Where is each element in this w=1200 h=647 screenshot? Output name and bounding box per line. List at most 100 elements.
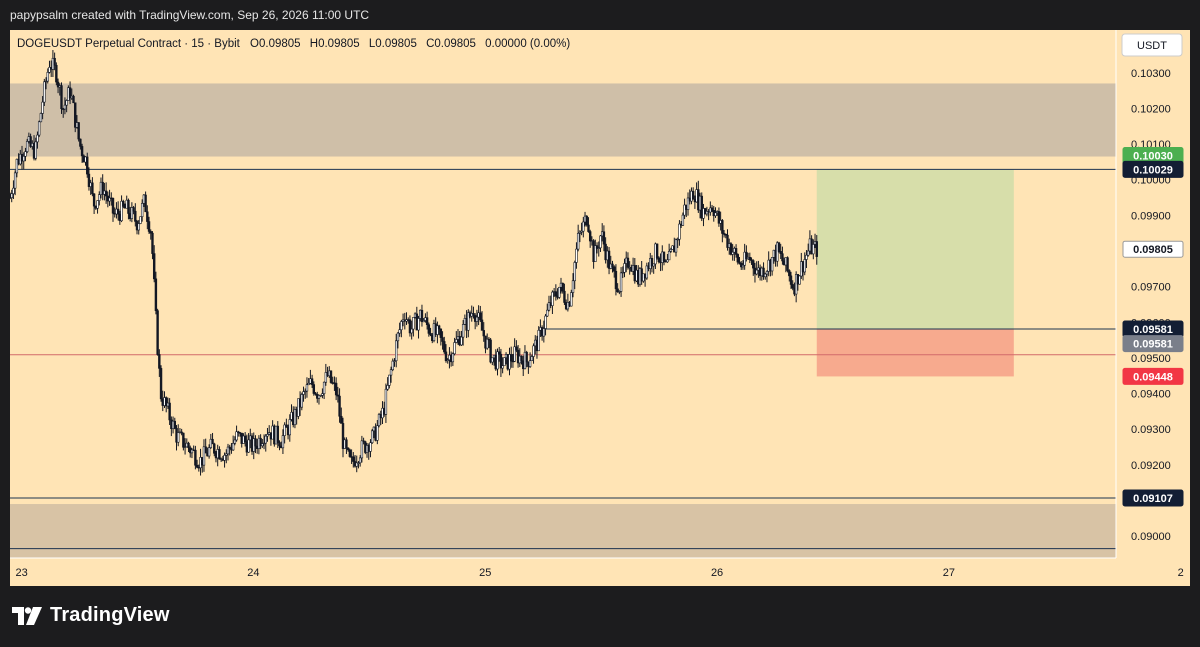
candle-body bbox=[211, 438, 214, 445]
tradingview-logo[interactable]: TradingView bbox=[12, 604, 170, 627]
candle-body bbox=[158, 354, 161, 369]
candle-body bbox=[149, 231, 152, 234]
candle bbox=[15, 158, 19, 178]
candle bbox=[39, 112, 43, 123]
candle bbox=[487, 337, 491, 349]
candle bbox=[264, 433, 267, 452]
candle bbox=[444, 344, 448, 363]
change-value: 0.00000 (0.00%) bbox=[485, 38, 570, 50]
candle bbox=[202, 439, 206, 472]
candle bbox=[666, 253, 669, 263]
candle-body bbox=[144, 194, 147, 213]
candle-body bbox=[156, 310, 159, 355]
candle-body bbox=[77, 122, 80, 140]
candle-body bbox=[285, 424, 288, 428]
price-chart[interactable]: 0.103000.102000.101000.100000.099000.097… bbox=[10, 30, 1190, 586]
candle-body bbox=[300, 394, 304, 408]
candle-body bbox=[321, 393, 324, 396]
candle bbox=[815, 235, 818, 265]
candle bbox=[613, 265, 616, 278]
candle-body bbox=[510, 354, 513, 362]
demand-zone bbox=[10, 504, 1116, 562]
chart-area[interactable]: 0.10300 0.10200 0.10100 0.10000 0.09900 0.097… bbox=[10, 30, 1190, 586]
candle-body bbox=[460, 336, 463, 346]
attribution-text: papypsalm created with TradingView.com, … bbox=[10, 8, 370, 22]
candle bbox=[619, 267, 623, 297]
candle-body bbox=[614, 270, 618, 290]
candle bbox=[738, 256, 741, 265]
candle bbox=[116, 201, 120, 221]
candle bbox=[537, 326, 540, 352]
candle-body bbox=[322, 381, 326, 394]
candle bbox=[485, 333, 489, 350]
candle-body bbox=[146, 211, 149, 222]
candle bbox=[10, 189, 13, 203]
candle-body bbox=[305, 384, 309, 392]
candle-body bbox=[578, 231, 582, 234]
candle bbox=[281, 429, 285, 455]
candle bbox=[48, 60, 51, 74]
candle bbox=[393, 358, 396, 367]
price-label-text: 0.09805 bbox=[1133, 244, 1173, 256]
candle-body bbox=[41, 101, 44, 114]
candle-body bbox=[92, 193, 96, 207]
candle bbox=[305, 377, 309, 398]
candle bbox=[194, 445, 197, 470]
candle-body bbox=[580, 230, 583, 233]
candle-body bbox=[520, 355, 523, 362]
candle bbox=[74, 102, 77, 133]
candle-body bbox=[666, 259, 669, 263]
candle bbox=[29, 133, 32, 148]
candle bbox=[108, 189, 111, 206]
candle bbox=[563, 283, 566, 305]
lines-layer bbox=[10, 168, 1116, 550]
candle bbox=[489, 337, 492, 364]
candle bbox=[130, 202, 134, 223]
price-tick-label: 0.09400 bbox=[1131, 389, 1171, 401]
candle-body bbox=[395, 340, 398, 362]
candle bbox=[714, 207, 717, 218]
price-label-box bbox=[1122, 335, 1184, 353]
candle-body bbox=[764, 273, 767, 278]
candle-body bbox=[116, 208, 120, 215]
candle-body bbox=[777, 242, 781, 252]
candle bbox=[87, 167, 91, 191]
candle bbox=[806, 243, 810, 257]
candle-body bbox=[396, 332, 400, 342]
candle-body bbox=[652, 263, 655, 267]
price-label-text: 0.09448 bbox=[1133, 371, 1173, 383]
candle-body bbox=[496, 351, 499, 370]
currency-badge[interactable] bbox=[1121, 33, 1183, 57]
candle-body bbox=[674, 239, 678, 253]
candle-body bbox=[108, 197, 111, 202]
candle-body bbox=[357, 462, 360, 464]
candle bbox=[53, 52, 56, 71]
candle bbox=[626, 252, 630, 270]
candle-body bbox=[226, 446, 230, 455]
candle-body bbox=[410, 328, 413, 334]
candle bbox=[597, 241, 600, 257]
candle bbox=[104, 182, 108, 204]
candle-body bbox=[480, 319, 484, 331]
candle-body bbox=[56, 81, 60, 88]
candle bbox=[770, 256, 774, 276]
candle-body bbox=[542, 328, 546, 337]
candle-body bbox=[266, 434, 269, 437]
candle-body bbox=[722, 233, 726, 235]
candle-body bbox=[623, 263, 626, 273]
candle bbox=[681, 212, 685, 226]
candle bbox=[41, 96, 44, 120]
candle bbox=[398, 322, 401, 337]
candle-body bbox=[80, 146, 84, 157]
candle bbox=[96, 200, 99, 214]
candle-body bbox=[408, 319, 412, 334]
chart-legend: DOGEUSDT Perpetual Contract · 15 · Bybit… bbox=[17, 38, 570, 50]
candle bbox=[261, 438, 264, 448]
candle-body bbox=[650, 258, 654, 267]
candle-body bbox=[657, 257, 661, 263]
candle-body bbox=[508, 354, 511, 370]
candle-body bbox=[805, 254, 808, 260]
candle bbox=[645, 262, 649, 280]
candle bbox=[446, 358, 449, 364]
candle-body bbox=[731, 251, 734, 255]
